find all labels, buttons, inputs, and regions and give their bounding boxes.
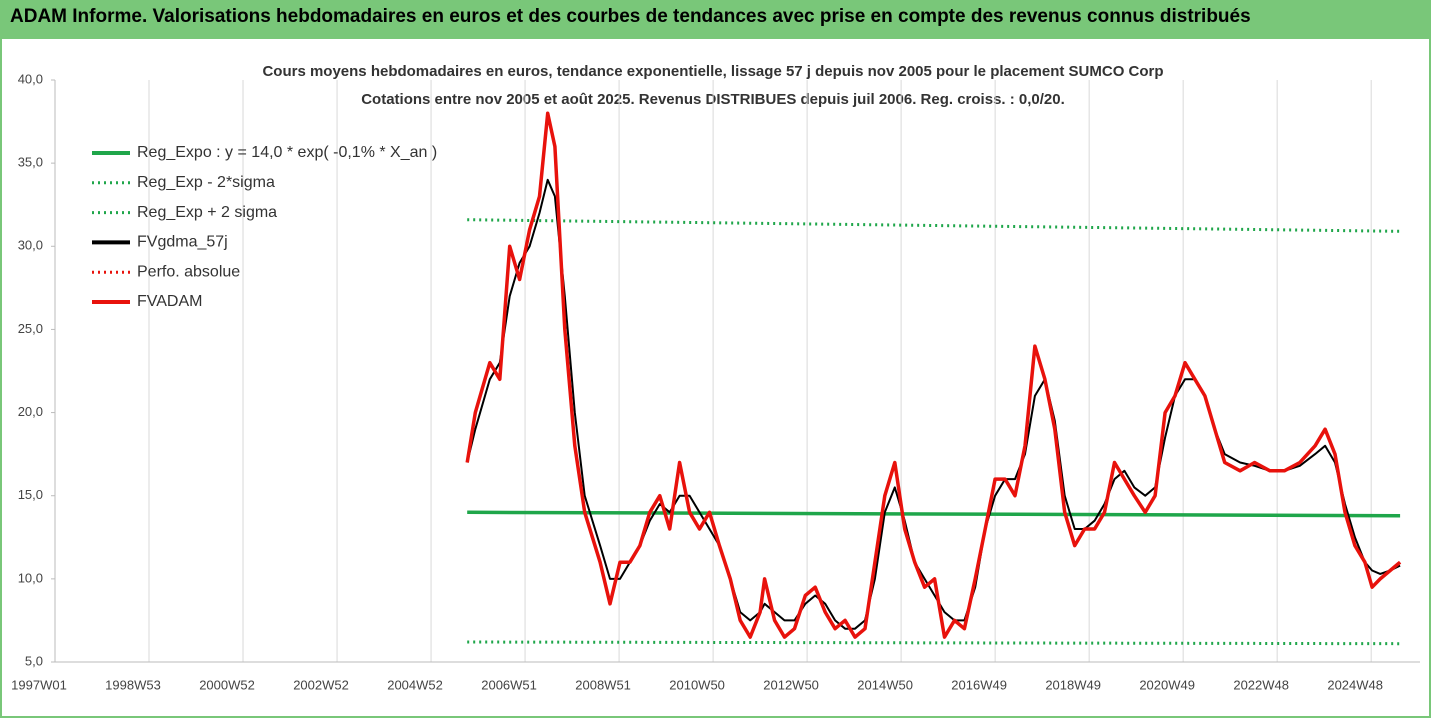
x-tick-label: 2002W52 — [293, 677, 349, 692]
chart: Cours moyens hebdomadaires en euros, ten… — [0, 37, 1431, 718]
chart-frame — [0, 37, 1431, 718]
y-tick-label: 5,0 — [25, 653, 43, 668]
legend-label: FVADAM — [137, 293, 202, 310]
x-tick-label: 2024W48 — [1327, 677, 1383, 692]
legend-label: Reg_Exp - 2*sigma — [137, 174, 275, 191]
legend-label: Reg_Expo : y = 14,0 * exp( -0,1% * X_an … — [137, 144, 437, 161]
series-line — [465, 111, 1402, 639]
x-tick-label: 2004W52 — [387, 677, 443, 692]
x-tick-label: 2010W50 — [669, 677, 725, 692]
x-tick-label: 2008W51 — [575, 677, 631, 692]
y-tick-label: 35,0 — [18, 155, 43, 170]
x-tick-label: 2000W52 — [199, 677, 255, 692]
series-line — [467, 510, 1401, 518]
x-tick-label: 1997W01 — [11, 677, 67, 692]
x-tick-label: 2014W50 — [857, 677, 913, 692]
x-tick-label: 2020W49 — [1139, 677, 1195, 692]
y-tick-label: 20,0 — [18, 404, 43, 419]
x-tick-label: 2022W48 — [1233, 677, 1289, 692]
y-tick-label: 30,0 — [18, 238, 43, 253]
x-tick-label: 2016W49 — [951, 677, 1007, 692]
y-tick-label: 25,0 — [18, 321, 43, 336]
x-tick-label: 2006W51 — [481, 677, 537, 692]
x-tick-label: 2018W49 — [1045, 677, 1101, 692]
legend-label: Perfo. absolue — [137, 263, 240, 280]
y-tick-label: 15,0 — [18, 487, 43, 502]
y-tick-label: 10,0 — [18, 570, 43, 585]
chart-title: Cours moyens hebdomadaires en euros, ten… — [262, 63, 1163, 80]
y-tick-label: 40,0 — [18, 71, 43, 86]
x-tick-label: 2012W50 — [763, 677, 819, 692]
legend-label: Reg_Exp + 2 sigma — [137, 204, 277, 221]
legend-label: FVgdma_57j — [137, 234, 228, 251]
x-tick-label: 1998W53 — [105, 677, 161, 692]
header-title: ADAM Informe. Valorisations hebdomadaire… — [0, 0, 1431, 37]
